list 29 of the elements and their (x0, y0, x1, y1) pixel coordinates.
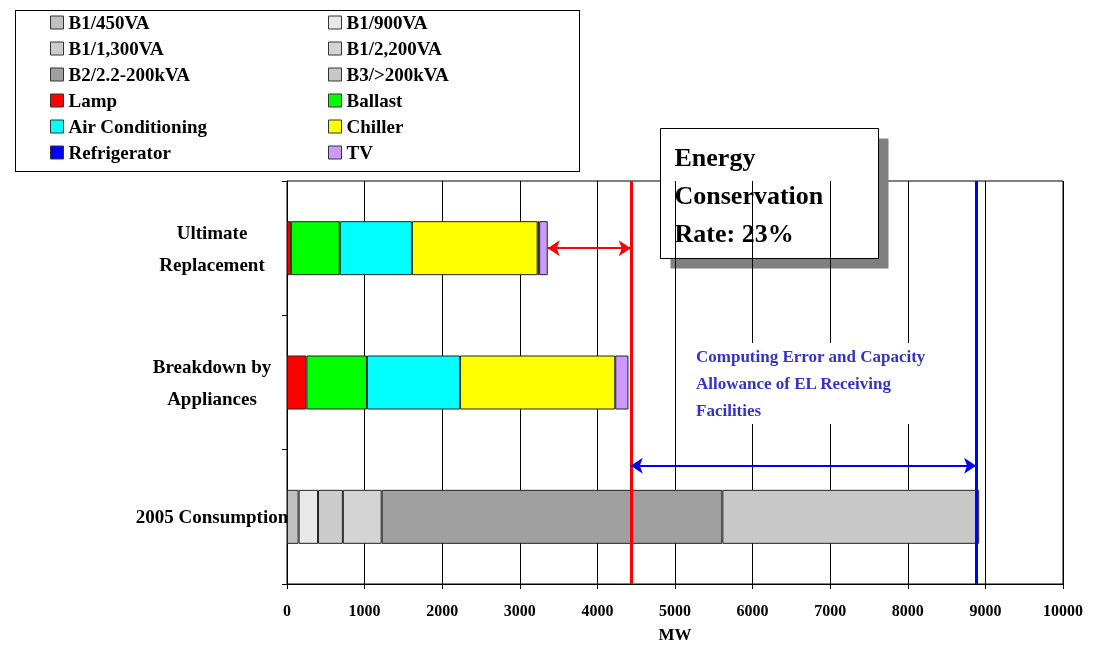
legend-label: B3/>200kVA (346, 64, 450, 85)
legend-label: B1/2,200VA (346, 38, 442, 59)
x-tick-label: 6000 (736, 601, 769, 619)
x-tick-label: 9000 (969, 601, 1002, 619)
legend-label: Chiller (346, 116, 405, 137)
legend-label: Refrigerator (68, 142, 172, 163)
y-tick-label: Ultimate Replacement (159, 221, 266, 275)
y-tick-label: 2005 Consumption (135, 506, 289, 528)
x-tick-label: 5000 (659, 601, 691, 619)
legend-label: Air Conditioning (68, 116, 208, 137)
legend-label: Lamp (68, 90, 118, 111)
x-tick-label: 0 (283, 601, 291, 619)
x-tick-label: 8000 (891, 601, 924, 619)
x-tick-label: 10000 (1043, 601, 1083, 619)
annotation: Computing Error and Capacity Allowance of EL Receiving Facilities (696, 347, 926, 420)
legend-label: B1/1,300VA (68, 38, 164, 59)
y-tick-label: Breakdown by Appliances (152, 356, 272, 409)
legend-label: B2/2.2-200kVA (68, 64, 191, 85)
legend-label: B1/450VA (68, 12, 150, 33)
x-tick-label: 2000 (426, 601, 459, 619)
bar (539, 221, 548, 276)
x-tick-label: 1000 (348, 601, 381, 619)
legend-label: B1/900VA (346, 12, 428, 33)
x-tick-label: 7000 (814, 601, 847, 619)
x-axis-title: MW (658, 625, 692, 644)
legend-label: Ballast (346, 90, 404, 111)
x-tick-label: 3000 (503, 601, 536, 619)
legend-label: TV (346, 142, 374, 163)
x-tick-label: 4000 (581, 601, 614, 619)
